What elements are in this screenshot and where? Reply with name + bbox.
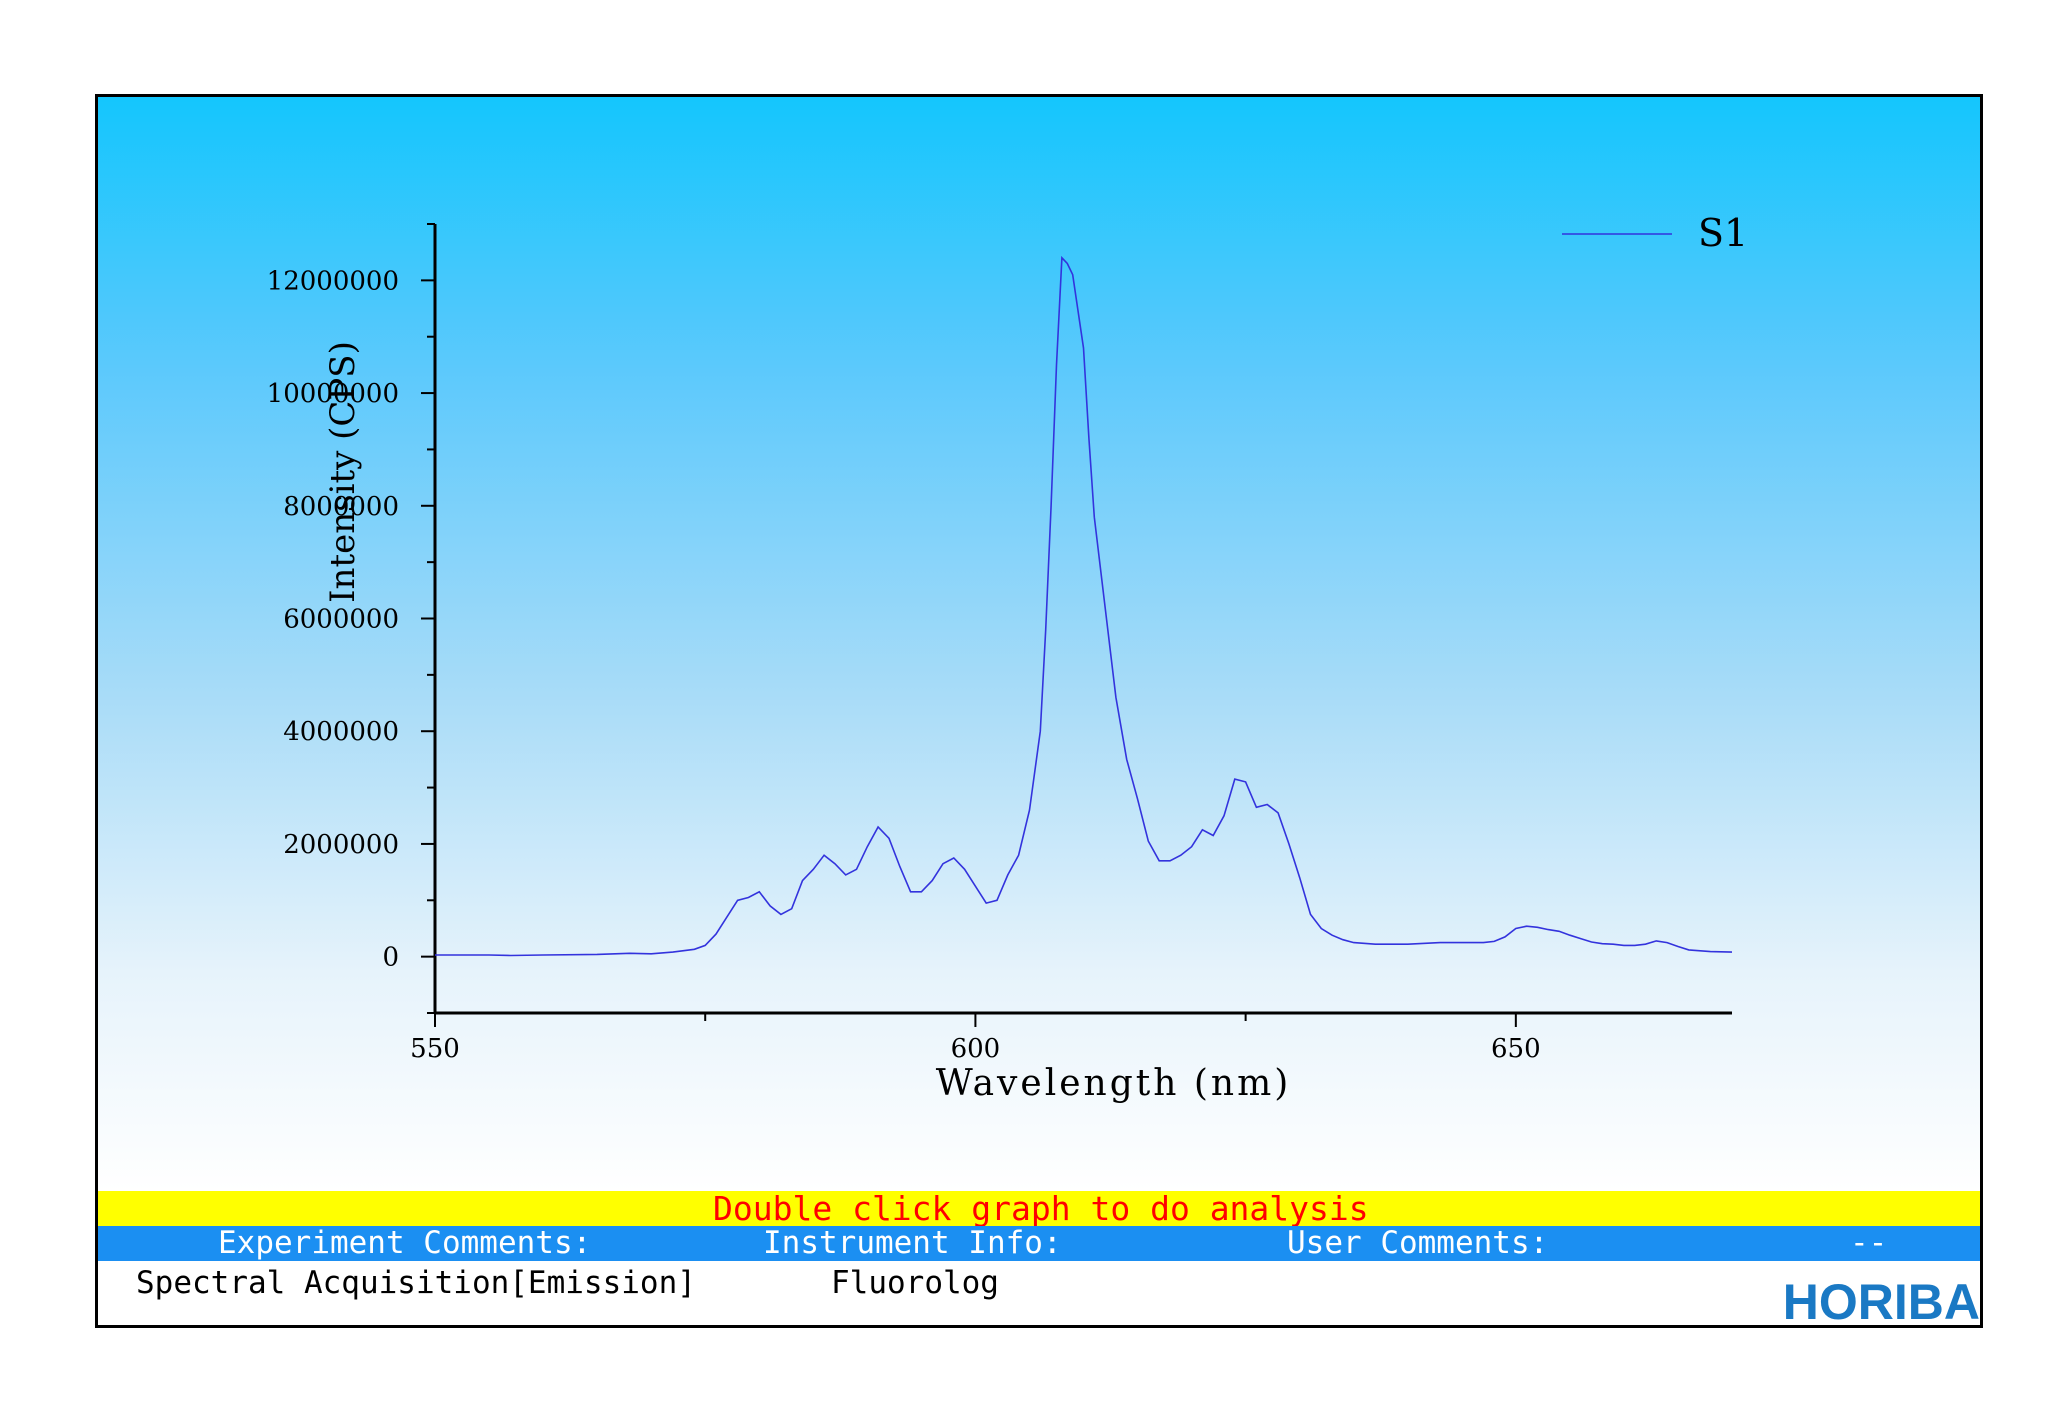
series-line-s1[interactable] bbox=[435, 255, 1733, 957]
y-tick-label: 10000000 bbox=[267, 379, 399, 409]
x-tick-label: 600 bbox=[951, 1034, 1001, 1064]
y-tick-label: 4000000 bbox=[283, 717, 399, 747]
horiba-logo: HORIBA bbox=[1782, 1274, 1980, 1328]
emission-spectrum-chart[interactable]: 0 2000000 4000000 6000000 8000000 10000000 120… bbox=[98, 97, 1980, 1191]
user-comments-dash: -- bbox=[1850, 1225, 1888, 1261]
y-tick-label: 6000000 bbox=[283, 605, 399, 635]
analysis-hint-bar: Double click graph to do analysis bbox=[98, 1191, 1980, 1226]
experiment-comments-label: Experiment Comments: bbox=[218, 1225, 592, 1261]
y-tick-label: 0 bbox=[382, 943, 399, 973]
info-header-bar: Experiment Comments: Instrument Info: Us… bbox=[98, 1226, 1980, 1261]
instrument-info-label: Instrument Info: bbox=[763, 1225, 1062, 1261]
info-values-row: Spectral Acquisition[Emission] Fluorolog… bbox=[98, 1261, 1980, 1328]
analysis-hint-text: Double click graph to do analysis bbox=[713, 1189, 1369, 1228]
y-tick-label: 12000000 bbox=[267, 266, 399, 296]
plot-area[interactable]: 0 2000000 4000000 6000000 8000000 10000000 120… bbox=[98, 97, 1980, 1191]
x-tick-label: 550 bbox=[410, 1034, 460, 1064]
user-comments-label: User Comments: bbox=[1287, 1225, 1549, 1261]
y-tick-label: 2000000 bbox=[283, 830, 399, 860]
legend-label: S1 bbox=[1698, 211, 1748, 255]
y-axis-title: Intensity (CPS) bbox=[323, 341, 363, 603]
report-frame: 0 2000000 4000000 6000000 8000000 10000000 120… bbox=[95, 94, 1983, 1328]
y-tick-label: 8000000 bbox=[283, 492, 399, 522]
experiment-comments-value: Spectral Acquisition[Emission] bbox=[136, 1265, 696, 1301]
instrument-info-value: Fluorolog bbox=[831, 1265, 999, 1301]
x-tick-label: 650 bbox=[1491, 1034, 1541, 1064]
x-axis-title: Wavelength (nm) bbox=[936, 1063, 1292, 1104]
